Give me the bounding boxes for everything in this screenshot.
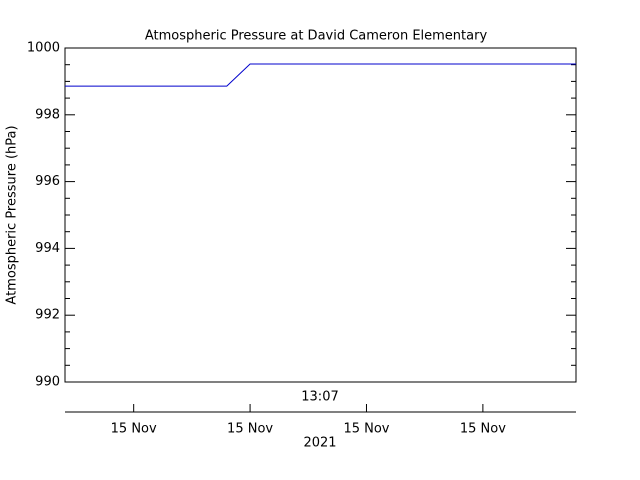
y-tick-label: 1000	[27, 41, 60, 56]
y-axis-label: Atmospheric Pressure (hPa)	[5, 125, 20, 304]
y-tick-label: 996	[35, 174, 60, 189]
y-tick-label: 990	[35, 375, 60, 390]
chart-title: Atmospheric Pressure at David Cameron El…	[145, 29, 488, 44]
time-annotation: 13:07	[301, 390, 338, 405]
x-tick-label: 15 Nov	[111, 422, 157, 437]
x-tick-label: 15 Nov	[227, 422, 273, 437]
x-tick-label: 15 Nov	[460, 422, 506, 437]
data-line	[65, 63, 576, 87]
y-tick-label: 998	[35, 107, 60, 122]
x-axis-label: 2021	[303, 436, 336, 451]
y-tick-label: 994	[35, 241, 60, 256]
x-tick-label: 15 Nov	[343, 422, 389, 437]
plot-frame	[64, 47, 577, 383]
y-tick-label: 992	[35, 308, 60, 323]
